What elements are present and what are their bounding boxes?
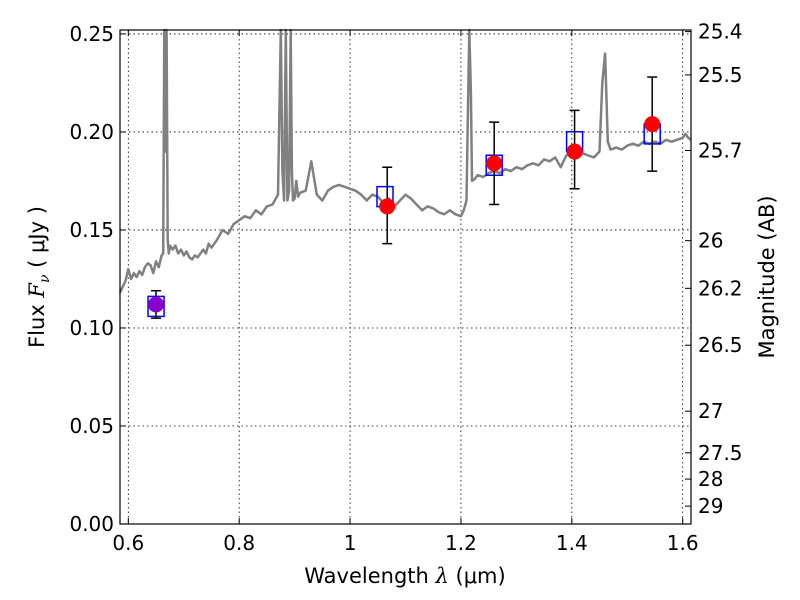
right-axis-label: Magnitude (AB) [755, 195, 779, 358]
y-tick-label: 0.00 [69, 512, 114, 536]
observed-point [379, 198, 396, 215]
right-tick-label: 25.7 [698, 138, 743, 162]
y-axis-label: Flux Fν ( μJy ) [25, 206, 53, 348]
x-tick-label: 0.6 [112, 531, 144, 555]
x-axis-label: Wavelength λ (μm) [304, 564, 505, 588]
y-tick-label: 0.20 [69, 120, 114, 144]
x-tick-label: 1 [344, 531, 357, 555]
observed-point [644, 116, 661, 133]
y-tick-label: 0.15 [69, 218, 114, 242]
observed-point [486, 155, 503, 172]
y-tick-label: 0.05 [69, 414, 114, 438]
model-spectrum-line [118, 28, 692, 294]
x-tick-label: 1.6 [667, 531, 699, 555]
plot-frame [119, 29, 692, 525]
observed-point [566, 143, 583, 160]
x-tick-label: 0.8 [223, 531, 255, 555]
x-tick-label: 1.2 [445, 531, 477, 555]
right-tick-label: 27 [698, 399, 723, 423]
x-tick-label: 1.4 [556, 531, 588, 555]
y-tick-label: 0.25 [69, 22, 114, 46]
right-tick-label: 25.4 [698, 20, 743, 44]
spectrum-layer [118, 28, 692, 294]
right-tick-label: 26.2 [698, 276, 743, 300]
points-layer [147, 76, 661, 319]
ticks-layer: 0.6 0.8 1 1.2 1.4 1.6 0.00 0.05 0.10 0.15 0.20 0.25… [69, 20, 742, 555]
right-tick-label: 29 [698, 494, 723, 518]
grid-layer [120, 30, 691, 525]
right-tick-label: 25.5 [698, 63, 743, 87]
y-tick-label: 0.10 [69, 316, 114, 340]
observed-point [148, 296, 165, 313]
right-tick-label: 26 [698, 229, 723, 253]
right-tick-label: 28 [698, 467, 723, 491]
right-tick-label: 27.5 [698, 441, 743, 465]
right-tick-label: 26.5 [698, 333, 743, 357]
